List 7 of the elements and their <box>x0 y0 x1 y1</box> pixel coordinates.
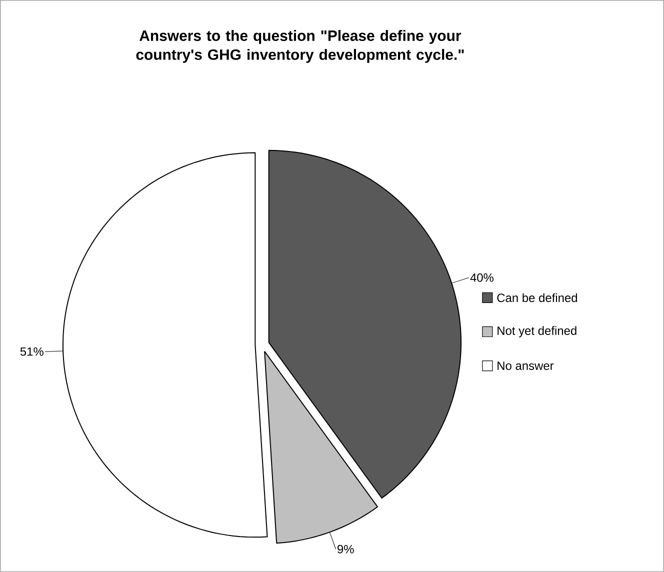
legend-label: Can be defined <box>497 293 578 302</box>
data-label: 40% <box>470 273 494 282</box>
data-label: 9% <box>338 544 354 554</box>
chart-title: Answers to the question "Please define your country's GHG inventory development cycle." <box>136 30 464 63</box>
data-label: 51% <box>20 347 44 356</box>
legend-label: No answer <box>498 362 554 370</box>
legend-label: Not yet defined <box>498 326 576 338</box>
